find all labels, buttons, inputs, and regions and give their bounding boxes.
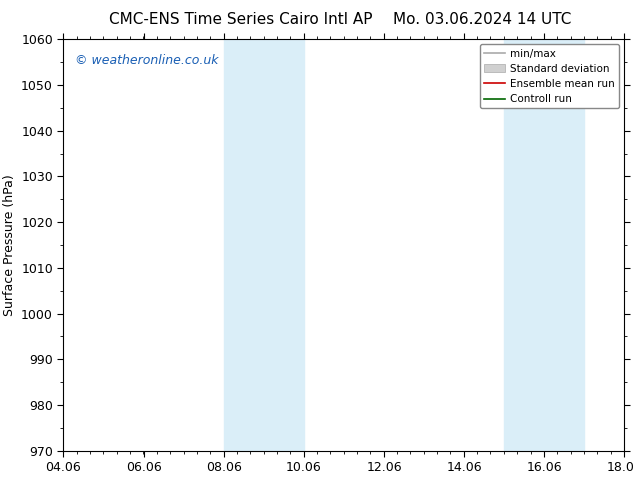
Bar — [504, 39, 585, 451]
Bar — [224, 39, 304, 451]
Legend: min/max, Standard deviation, Ensemble mean run, Controll run: min/max, Standard deviation, Ensemble me… — [480, 45, 619, 108]
Y-axis label: Surface Pressure (hPa): Surface Pressure (hPa) — [3, 174, 16, 316]
Text: Mo. 03.06.2024 14 UTC: Mo. 03.06.2024 14 UTC — [392, 12, 571, 27]
Text: © weatheronline.co.uk: © weatheronline.co.uk — [75, 53, 218, 67]
Text: CMC-ENS Time Series Cairo Intl AP: CMC-ENS Time Series Cairo Intl AP — [109, 12, 373, 27]
